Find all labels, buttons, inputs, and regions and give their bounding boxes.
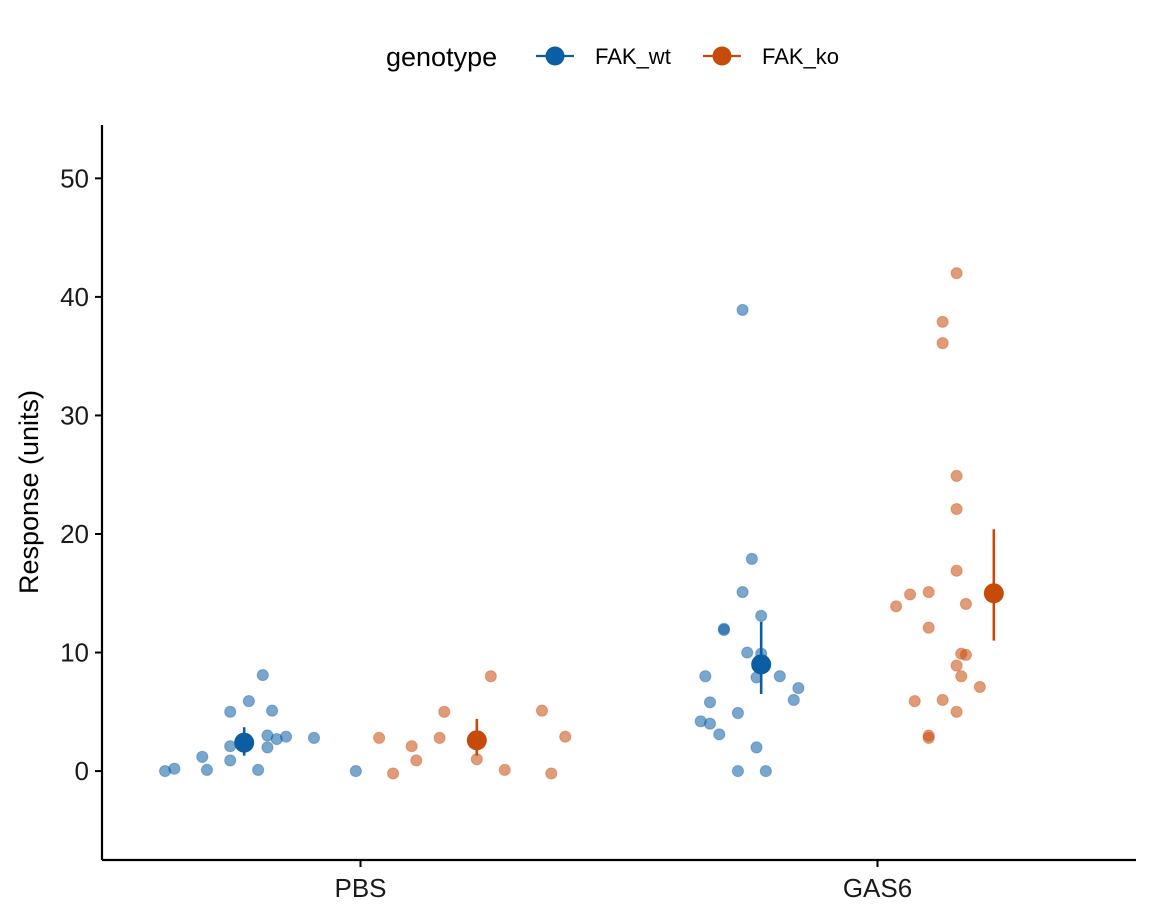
data-point (498, 763, 511, 777)
data-point (950, 502, 963, 516)
mean-point (466, 730, 487, 751)
data-point (731, 706, 745, 720)
data-point (955, 670, 968, 683)
data-point (773, 670, 786, 683)
data-point (279, 730, 293, 743)
data-point (936, 337, 949, 350)
data-point (559, 730, 572, 743)
y-tick-label: 40 (60, 282, 89, 312)
y-tick-label: 10 (60, 638, 89, 668)
legend-key-dot (712, 46, 732, 66)
data-point (386, 767, 400, 780)
legend-key-fak-wt (536, 46, 574, 66)
data-point (922, 729, 935, 742)
data-point (717, 623, 731, 637)
data-point (936, 693, 949, 707)
x-tick-label: PBS (334, 873, 386, 903)
data-point (922, 621, 935, 634)
data-point (950, 705, 963, 718)
data-point (736, 585, 749, 599)
legend: genotype FAK_wt FAK_ko (386, 42, 839, 72)
data-point (224, 754, 237, 767)
data-point (699, 670, 712, 683)
data-point (903, 588, 917, 601)
data-point (703, 717, 717, 730)
data-point (736, 303, 749, 317)
data-point (433, 731, 446, 744)
data-point (196, 750, 209, 763)
data-points (158, 267, 1000, 780)
legend-title: genotype (386, 42, 497, 72)
data-point (792, 682, 805, 695)
data-point (200, 763, 214, 777)
data-point (959, 597, 973, 611)
y-ticks: 0 10 20 30 40 50 (60, 163, 102, 786)
y-tick-label: 20 (60, 519, 89, 549)
data-point (922, 585, 935, 599)
y-tick-label: 0 (75, 756, 89, 786)
y-tick-label: 30 (60, 400, 89, 430)
data-point (545, 767, 558, 780)
data-point (252, 763, 265, 777)
data-point (265, 704, 279, 717)
data-point (713, 728, 726, 741)
legend-label-fak-wt: FAK_wt (595, 44, 671, 69)
data-point (261, 741, 274, 754)
data-point (950, 469, 963, 483)
data-point (373, 731, 386, 744)
data-point (959, 648, 973, 662)
x-ticks: PBS GAS6 (334, 860, 912, 903)
data-point (950, 564, 963, 577)
data-point (405, 740, 418, 753)
data-point (438, 705, 451, 718)
data-point (224, 705, 237, 718)
y-axis-title: Response (units) (14, 390, 44, 594)
data-point (973, 680, 986, 694)
mean-point (983, 583, 1004, 604)
legend-key-fak-ko (703, 46, 741, 66)
data-point (741, 646, 754, 659)
data-point (349, 764, 362, 778)
data-point (256, 668, 269, 682)
data-point (484, 670, 497, 683)
data-point (224, 740, 237, 753)
data-point (307, 731, 321, 744)
x-tick-label: GAS6 (843, 873, 912, 903)
mean-point (751, 654, 772, 675)
data-point (535, 704, 549, 717)
data-point (731, 764, 745, 778)
legend-key-dot (545, 46, 565, 66)
y-tick-label: 50 (60, 163, 89, 193)
data-point (950, 267, 963, 280)
data-point (890, 600, 903, 613)
data-point (410, 754, 423, 767)
mean-point (234, 732, 255, 753)
summary-markers (234, 529, 1004, 756)
data-point (787, 693, 800, 707)
data-point (755, 609, 768, 622)
data-point (936, 315, 949, 328)
data-point (703, 696, 717, 709)
data-point (242, 695, 255, 708)
data-point (168, 762, 181, 775)
data-point (759, 764, 772, 778)
data-point (950, 659, 963, 672)
data-point (745, 552, 758, 565)
data-point (750, 741, 763, 754)
data-point (908, 695, 921, 708)
legend-label-fak-ko: FAK_ko (762, 44, 839, 69)
